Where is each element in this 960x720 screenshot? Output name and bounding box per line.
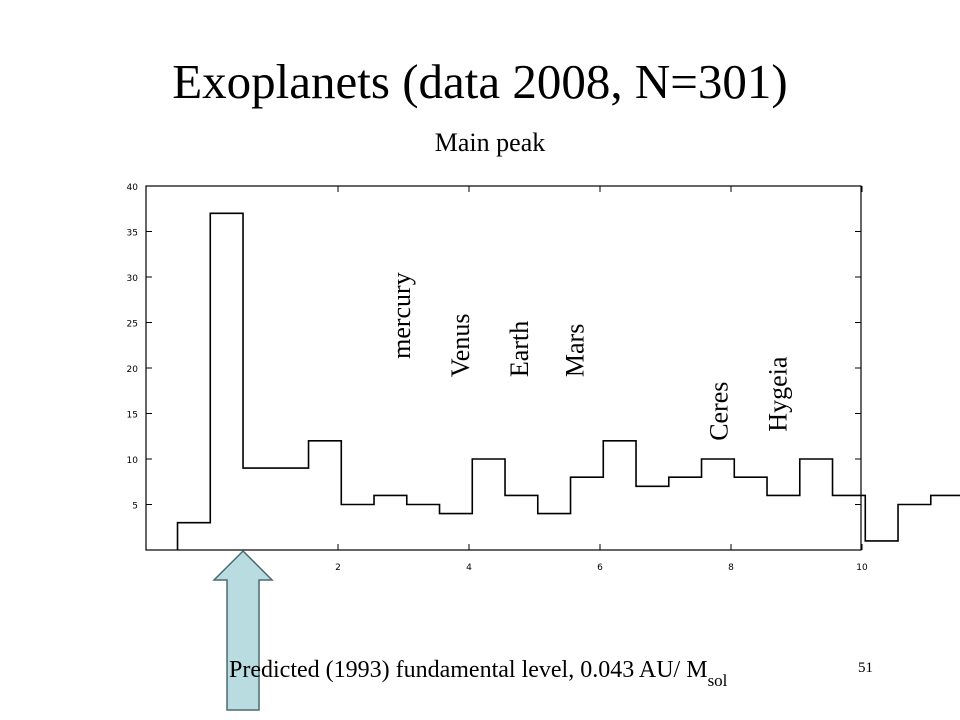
- x-tick-label: 4: [466, 563, 472, 573]
- histogram-bar: [636, 486, 669, 550]
- annotation-venus: Venus: [446, 314, 475, 378]
- annotation-mars: Mars: [561, 324, 590, 377]
- histogram-bar: [833, 495, 866, 550]
- histogram-bar: [603, 441, 636, 550]
- y-tick-label: 15: [127, 411, 138, 421]
- caption-text: Predicted (1993) fundamental level, 0.04…: [229, 657, 708, 683]
- annotation-ceres: Ceres: [705, 382, 734, 441]
- y-tick-label: 35: [127, 229, 138, 239]
- plot-border: [145, 185, 862, 551]
- y-tick-label: 30: [127, 274, 139, 284]
- y-tick-label: 5: [132, 502, 138, 512]
- histogram-bar: [898, 505, 931, 551]
- histogram-bar: [571, 477, 604, 550]
- histogram-bar: [341, 505, 374, 551]
- histogram-bar: [800, 459, 833, 550]
- histogram-bars: [176, 212, 960, 551]
- x-tick-label: 10: [856, 563, 868, 573]
- annotation-mercury: mercury: [387, 272, 416, 359]
- histogram-bar: [669, 477, 702, 550]
- planet-annotations: mercury Venus Earth Mars Ceres Hygeia: [387, 272, 793, 441]
- prediction-caption: Predicted (1993) fundamental level, 0.04…: [229, 657, 727, 691]
- histogram-bar: [865, 541, 898, 550]
- histogram-bar: [407, 505, 440, 551]
- histogram-bar: [440, 514, 473, 550]
- up-arrow-icon: [212, 549, 274, 711]
- caption-subscript: sol: [707, 671, 728, 690]
- histogram-bar: [178, 523, 211, 550]
- histogram-bar: [767, 495, 800, 550]
- y-tick-label: 40: [127, 183, 139, 193]
- x-tick-label: 8: [728, 563, 734, 573]
- y-tick-label: 25: [127, 320, 138, 330]
- slide-number: 51: [858, 660, 873, 676]
- main-peak-label: Main peak: [434, 128, 546, 157]
- histogram-bar: [505, 495, 538, 550]
- y-tick-label: 20: [127, 365, 139, 375]
- histogram-bar: [931, 495, 960, 550]
- annotation-earth: Earth: [505, 321, 534, 377]
- histogram-outline: [176, 212, 960, 550]
- slide-title: Exoplanets (data 2008, N=301): [172, 54, 788, 109]
- histogram-bar: [243, 468, 276, 550]
- histogram-bar: [276, 468, 309, 550]
- histogram-bar: [734, 477, 767, 550]
- arrow-indicator: [212, 549, 274, 711]
- x-tick-label: 2: [335, 563, 341, 573]
- annotation-hygeia: Hygeia: [764, 356, 793, 432]
- histogram-bar: [472, 459, 505, 550]
- histogram-bar: [702, 459, 735, 550]
- plot-frame: [145, 185, 862, 551]
- histogram-bar: [309, 441, 342, 550]
- histogram-bar: [374, 495, 407, 550]
- histogram-bar: [210, 213, 243, 550]
- y-tick-label: 10: [127, 456, 139, 466]
- histogram-bar: [538, 514, 571, 550]
- x-tick-label: 6: [597, 563, 603, 573]
- axis-ticks: 5 10 15 20 25 30 35 40 2 4 6 8 10: [127, 183, 868, 573]
